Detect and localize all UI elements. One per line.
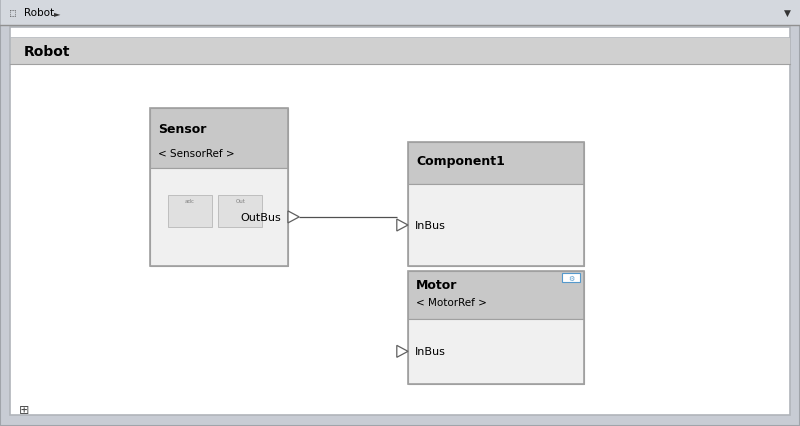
FancyBboxPatch shape [10, 38, 790, 65]
Text: OutBus: OutBus [241, 213, 282, 222]
Text: < SensorRef >: < SensorRef > [158, 149, 235, 158]
Text: InBus: InBus [414, 221, 446, 230]
Text: ⊞: ⊞ [18, 403, 30, 416]
Polygon shape [397, 345, 408, 357]
Polygon shape [397, 219, 408, 231]
FancyBboxPatch shape [408, 185, 584, 266]
FancyBboxPatch shape [168, 196, 212, 228]
FancyBboxPatch shape [150, 169, 288, 266]
FancyBboxPatch shape [10, 28, 790, 415]
Text: < MotorRef >: < MotorRef > [416, 297, 487, 307]
Text: ▼: ▼ [784, 9, 790, 18]
Text: Robot: Robot [24, 8, 54, 18]
FancyBboxPatch shape [408, 319, 584, 384]
Text: Robot: Robot [24, 45, 70, 58]
FancyBboxPatch shape [408, 143, 584, 185]
Text: Component1: Component1 [416, 155, 505, 168]
Text: Sensor: Sensor [158, 123, 206, 136]
FancyBboxPatch shape [150, 109, 288, 169]
Polygon shape [288, 211, 299, 223]
FancyBboxPatch shape [218, 196, 262, 228]
Text: Motor: Motor [416, 278, 458, 291]
Text: ►: ► [54, 9, 61, 18]
FancyBboxPatch shape [408, 271, 584, 319]
Text: ⬚: ⬚ [10, 8, 15, 18]
Text: ⚙: ⚙ [568, 275, 574, 281]
Text: InBus: InBus [414, 346, 446, 357]
FancyBboxPatch shape [562, 273, 580, 282]
FancyBboxPatch shape [0, 0, 800, 26]
Text: Out: Out [235, 199, 246, 204]
Text: adc: adc [185, 199, 195, 204]
